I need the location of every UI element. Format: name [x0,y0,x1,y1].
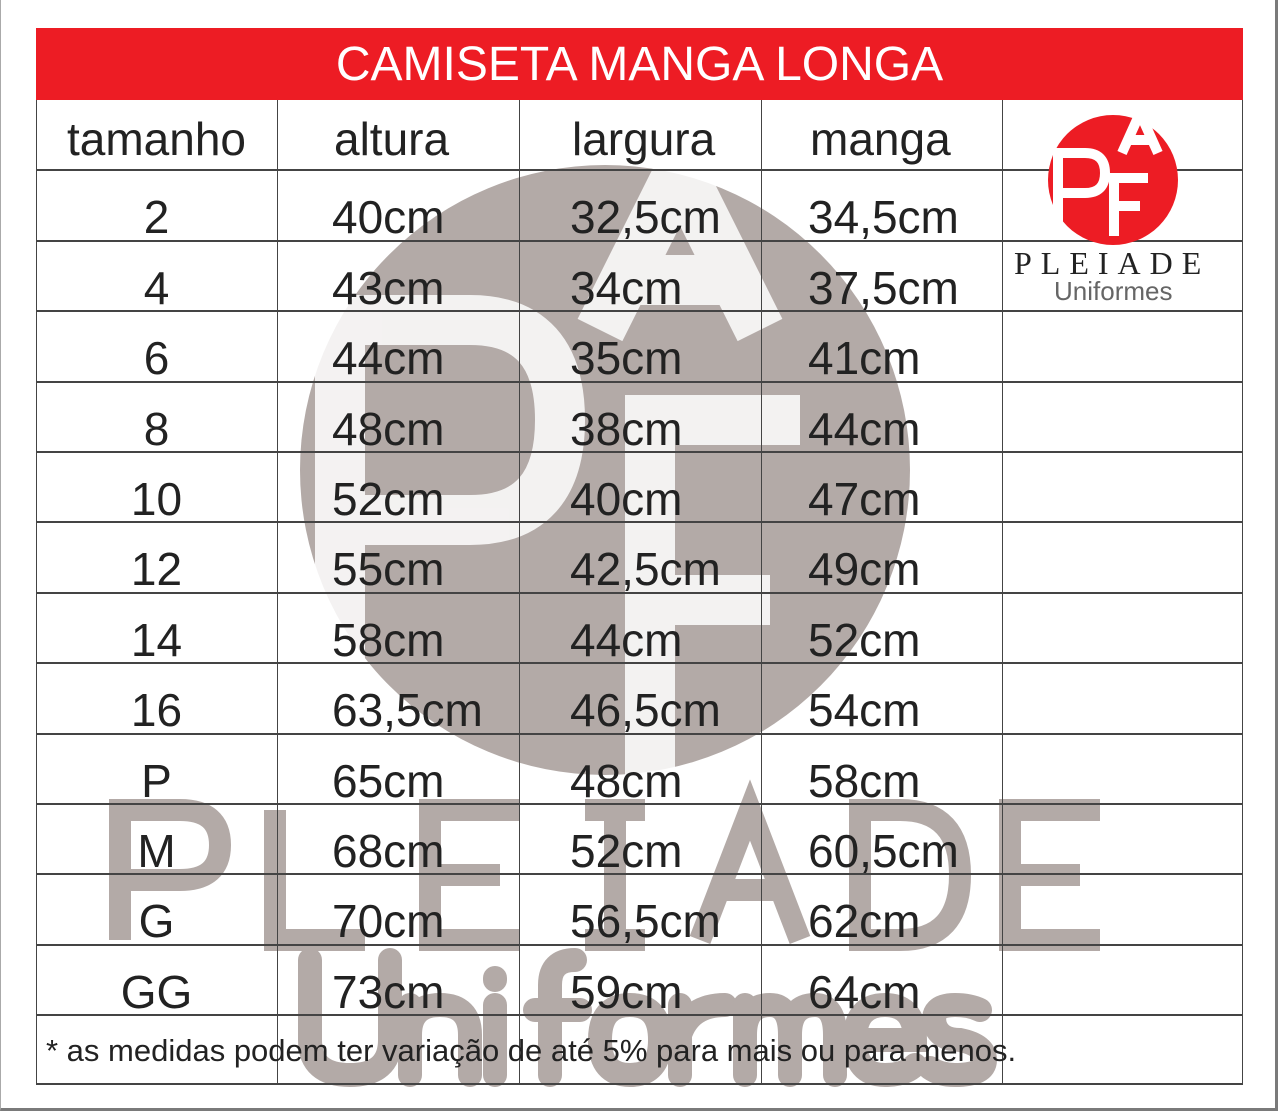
watermark-sub-letter [398,992,482,1087]
watermark-sub-letter [918,992,998,1088]
measure-cell: 58cm [808,754,921,807]
measure-cell: 73cm [332,965,445,1018]
column-header: manga [810,113,951,165]
measure-cell: 60,5cm [808,825,959,877]
watermark-sub-letter [733,992,847,1087]
watermark-sub-letter [523,948,592,1087]
row-divider [36,591,1243,594]
row-divider [36,1083,1243,1085]
pleiade-logo: PLEIADE Uniformes [1014,108,1210,306]
measure-cell: 34,5cm [808,191,959,244]
watermark-letter-p [315,295,586,700]
watermark-sub-letter [668,993,737,1087]
size-cell: 2 [143,191,170,244]
size-cell: 4 [143,261,170,314]
measure-cell: 70cm [332,895,445,948]
row-divider [36,169,1243,172]
watermark-letter-f [625,395,800,780]
measure-cell: 44cm [570,613,683,666]
row-divider [36,380,1243,383]
measure-cell: 52cm [570,825,683,877]
row-divider [36,803,1243,805]
watermark-sub-letter [298,948,402,1088]
measure-cell: 35cm [570,332,683,385]
watermark-sub-letter [587,992,673,1088]
measure-cell: 59cm [570,965,683,1018]
watermark-brand-letter [109,799,232,940]
size-cell: 10 [130,473,183,525]
size-cell: M [137,825,176,877]
measure-cell: 44cm [332,332,445,385]
measure-cell: 34cm [570,261,683,314]
measure-cell: 52cm [808,613,921,666]
measure-cell: 46,5cm [570,684,721,737]
logo-sub: Uniformes [1054,276,1172,306]
measure-cell: 68cm [332,825,445,877]
size-cell: 14 [130,613,183,666]
row-divider [36,732,1243,735]
measure-cell: 52cm [332,473,445,525]
measure-cell: 44cm [808,402,921,455]
measure-cell: 41cm [808,332,921,385]
measure-cell: 49cm [808,543,921,596]
measure-cell: 48cm [570,754,683,807]
watermark-sub-letter [842,992,928,1088]
row-divider [36,1014,1243,1017]
measure-cell: 38cm [570,402,683,455]
row-divider [36,310,1243,313]
watermark-brand-letter [689,779,811,944]
logo-monogram [1053,108,1163,236]
measure-cell: 55cm [332,543,445,596]
measure-cell: 37,5cm [808,261,959,314]
measure-cell: 47cm [808,473,921,525]
logo-brand: PLEIADE [1014,245,1210,281]
measure-cell: 63,5cm [332,684,483,737]
measure-cell: 40cm [332,191,445,244]
size-cell: 8 [143,402,170,455]
measure-cell: 42,5cm [570,543,721,596]
measure-cell: 64cm [808,965,921,1018]
measure-cell: 58cm [332,613,445,666]
row-divider [36,662,1243,665]
measure-cell: 65cm [332,754,445,807]
size-cell: 16 [130,684,183,737]
measure-cell: 54cm [808,684,921,737]
footnote: * as medidas podem ter variação de até 5… [46,1033,1017,1068]
size-cell: 6 [143,332,170,385]
size-cell: P [141,754,172,807]
row-divider [36,239,1243,242]
measure-cell: 48cm [332,402,445,455]
measure-cell: 40cm [570,473,683,525]
column-header: largura [572,113,716,165]
row-divider [36,943,1243,946]
watermark-sub [298,948,998,1088]
size-cell: G [138,895,175,948]
size-table [36,100,1243,1085]
row-divider [36,521,1243,524]
measure-cell: 62cm [808,895,921,948]
size-cell: 12 [130,543,183,596]
size-cell: GG [120,965,193,1018]
column-header: tamanho [66,113,246,165]
measure-cell: 56,5cm [570,895,721,948]
measure-cell: 43cm [332,261,445,314]
row-divider [36,873,1243,876]
page-title: CAMISETA MANGA LONGA [36,28,1243,100]
measure-cell: 32,5cm [570,191,721,244]
watermark-brand-letter [264,810,365,951]
row-divider [36,451,1243,453]
column-header: altura [334,113,450,165]
